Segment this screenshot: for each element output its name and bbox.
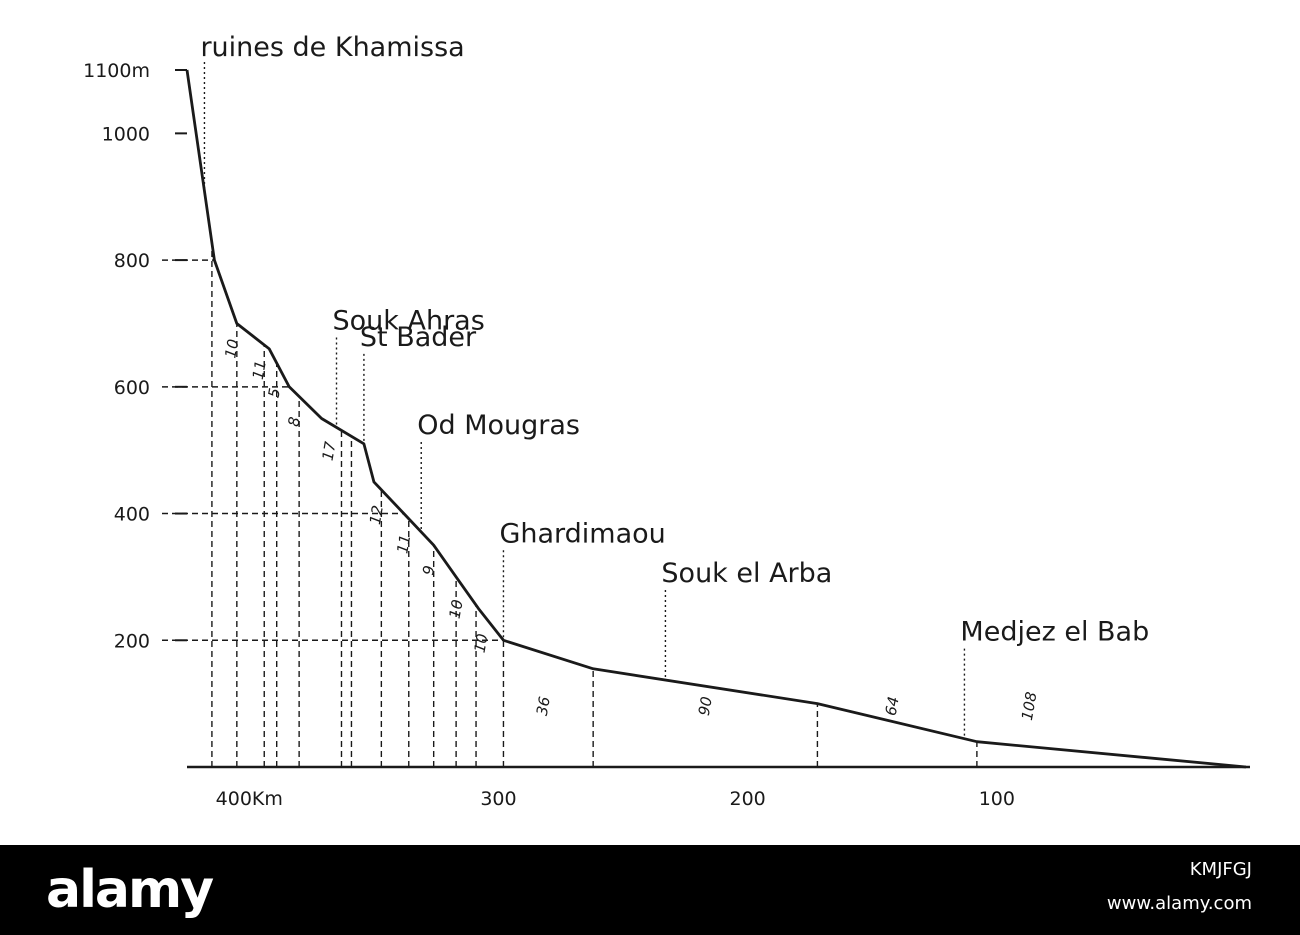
segment-length-label: 9 <box>419 564 438 577</box>
station-label: Souk el Arba <box>661 558 832 589</box>
segment-length-label: 10 <box>471 632 492 654</box>
segment-length-label: 5 <box>265 387 284 400</box>
station-label: St Bader <box>360 322 477 353</box>
segment-length-label: 36 <box>533 695 554 717</box>
segment-length-label: 11 <box>249 359 270 381</box>
station-label: Od Mougras <box>417 410 580 441</box>
y-tick-label: 400 <box>114 504 150 526</box>
elevation-profile-figure: 1100m 1000 800 600 400 200 400Km 300 200 100 ruine… <box>83 32 1250 810</box>
station-label: Ghardimaou <box>499 518 665 549</box>
segment-length-label: 108 <box>1018 690 1041 721</box>
stock-watermark-bar: alamy KMJFGJ www.alamy.com <box>0 845 1300 935</box>
x-tick-label: 200 <box>730 788 766 810</box>
x-tick-label: 400Km <box>216 788 283 810</box>
station-label: ruines de Khamissa <box>200 32 464 63</box>
segment-length-label: 12 <box>366 504 387 526</box>
y-tick-label: 1000 <box>102 123 150 145</box>
y-tick-label: 200 <box>114 630 150 652</box>
station-label: Souk Ahras <box>333 305 485 336</box>
elevation-profile-chart: 1100m 1000 800 600 400 200 400Km 300 200 100 ruine… <box>83 32 1250 810</box>
x-tick-label: 100 <box>979 788 1015 810</box>
segment-length-label: 10 <box>221 338 242 360</box>
station-label: Medjez el Bab <box>960 617 1149 648</box>
segment-length-label: 10 <box>446 598 467 620</box>
y-tick-label: 800 <box>114 250 150 272</box>
segment-length-label: 17 <box>319 440 340 462</box>
x-tick-label: 300 <box>480 788 516 810</box>
site-url[interactable]: www.alamy.com <box>1106 893 1252 914</box>
y-tick-label: 1100m <box>83 60 150 82</box>
elevation-profile-line <box>185 69 1247 769</box>
segment-length-label: 8 <box>285 415 304 428</box>
segment-length-label: 11 <box>393 533 414 555</box>
segment-length-label: 90 <box>695 695 716 717</box>
segment-length-label: 64 <box>882 695 903 717</box>
alamy-logo: alamy <box>46 860 214 920</box>
y-tick-label: 600 <box>114 377 150 399</box>
image-id: KMJFGJ <box>1189 859 1252 880</box>
